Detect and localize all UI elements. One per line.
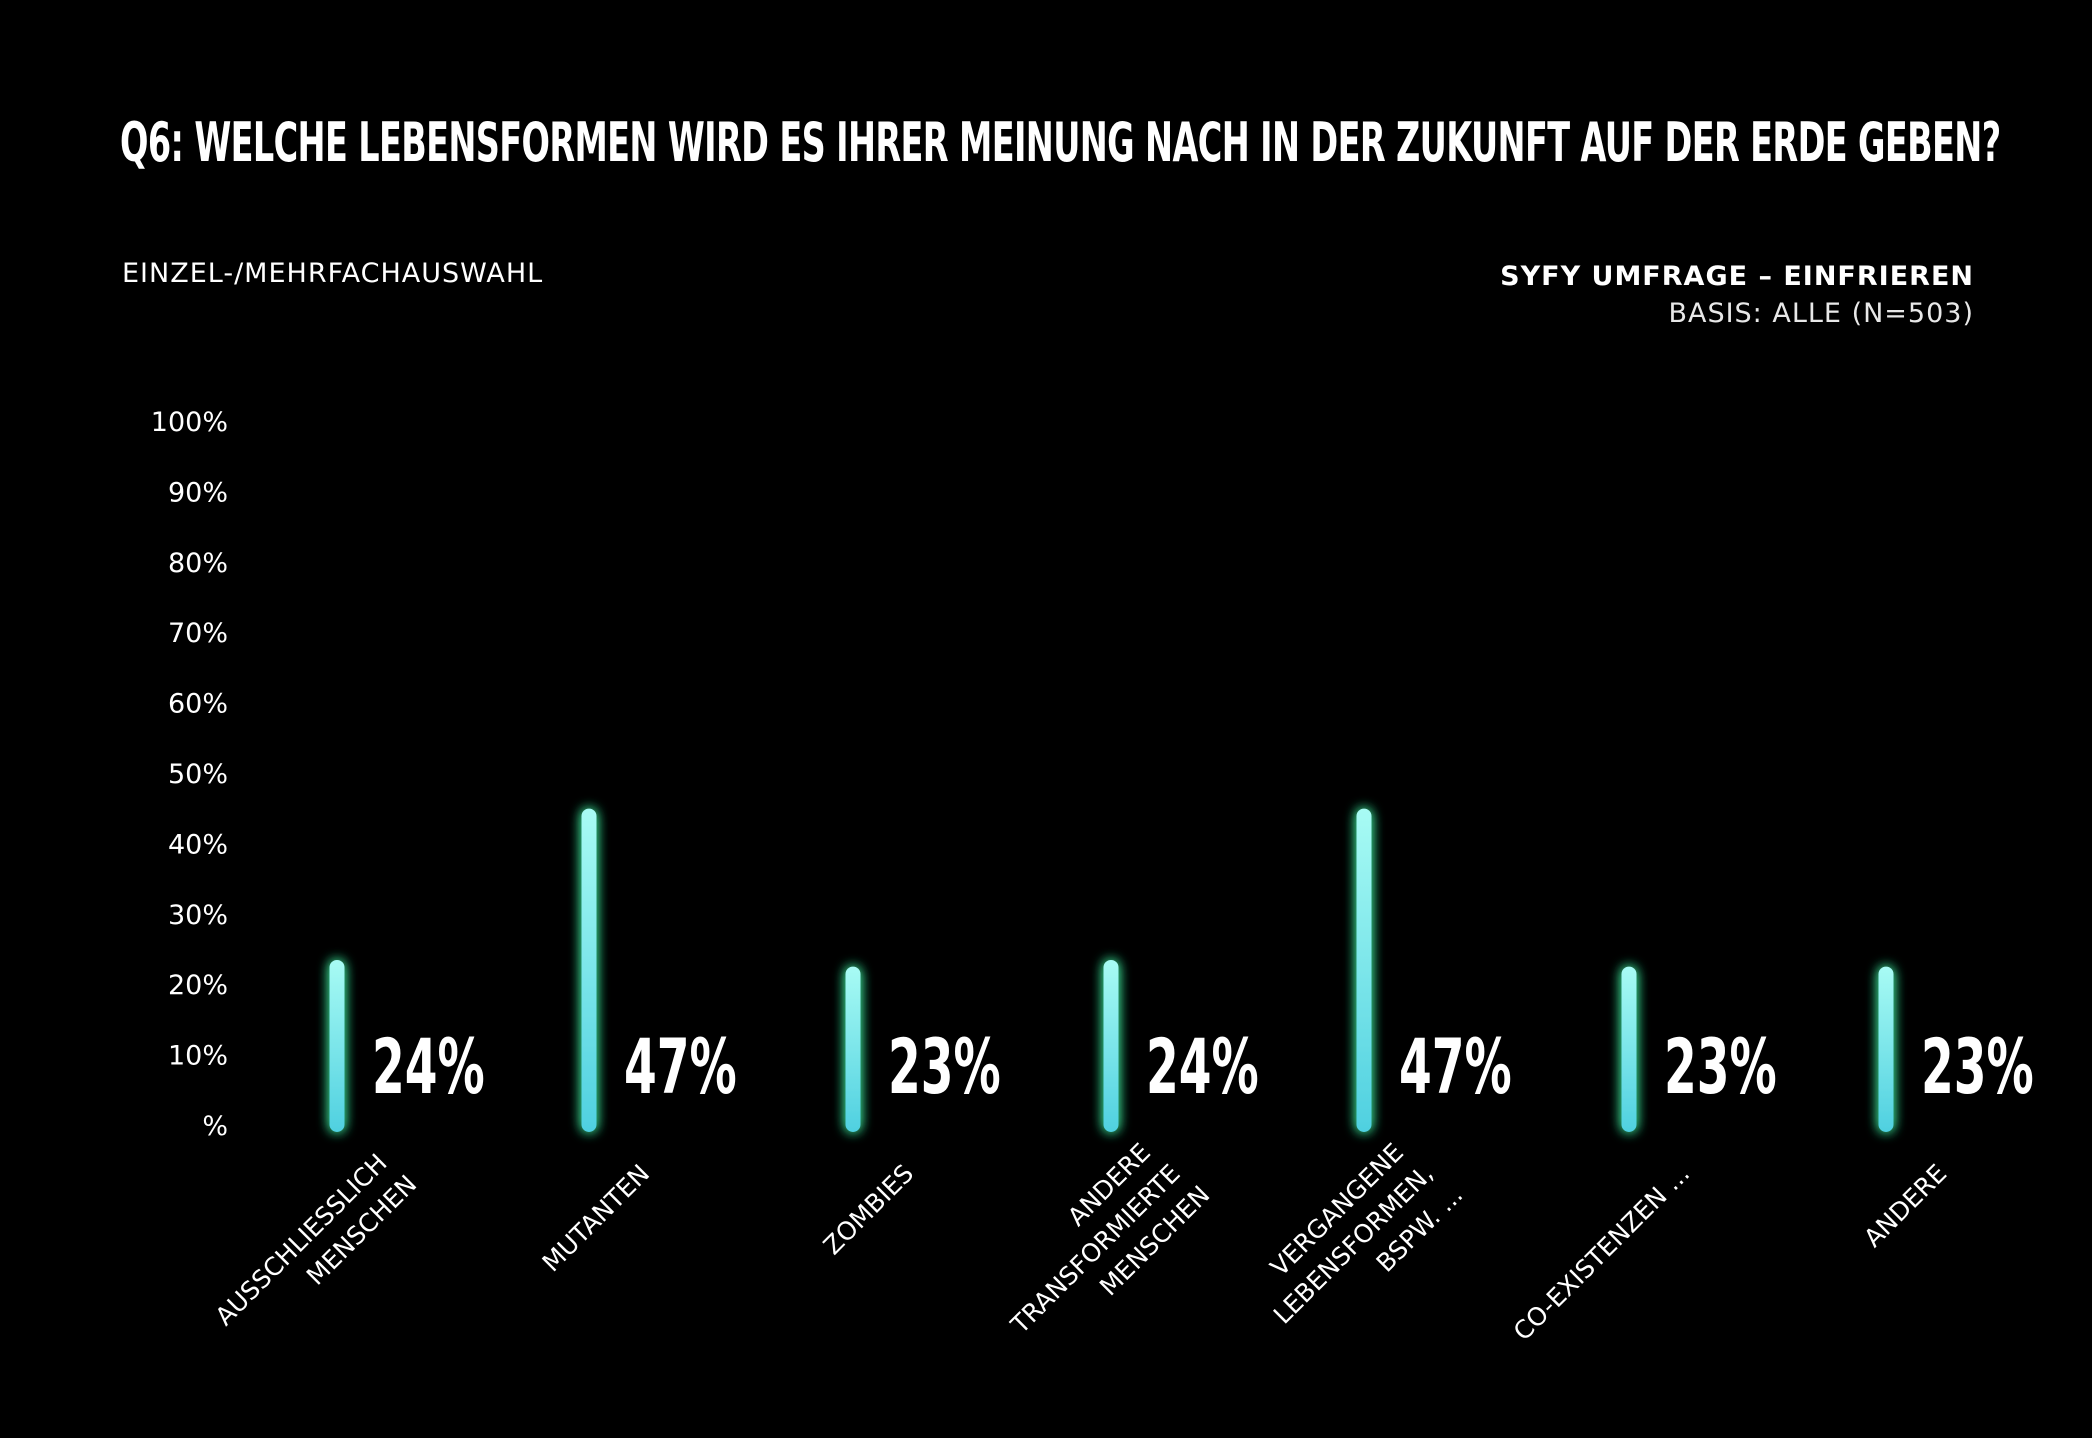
selection-type-note: EINZEL-/MEHRFACHAUSWAHL	[122, 258, 544, 289]
category-label: ANDERE	[1858, 1159, 1952, 1253]
y-tick-label: 60%	[168, 689, 228, 720]
bar-value-label: 24%	[1146, 1022, 1259, 1111]
y-tick-label: 80%	[168, 548, 228, 579]
bar	[581, 808, 597, 1132]
category-label-line: CO-EXISTENZEN ...	[1508, 1159, 1696, 1347]
bar	[1878, 966, 1894, 1132]
bar	[845, 966, 861, 1132]
category-label: VERGANGENELEBENSFORMEN,BSPW. ...	[1265, 1138, 1469, 1330]
bar	[329, 959, 345, 1132]
category-label: MUTANTEN	[537, 1159, 656, 1278]
y-tick-label: 70%	[168, 618, 228, 649]
y-tick-label: 40%	[168, 829, 228, 860]
category-label: ZOMBIES	[818, 1159, 920, 1261]
bar-value-label: 23%	[1664, 1022, 1777, 1111]
sample-base: BASIS: ALLE (N=503)	[1668, 298, 1974, 329]
source-block: SYFY UMFRAGE – EINFRIEREN BASIS: ALLE (N…	[1500, 258, 1974, 332]
category-label-line: ZOMBIES	[818, 1159, 920, 1261]
bar-value-label: 23%	[1921, 1022, 2034, 1111]
source-name: SYFY UMFRAGE – EINFRIEREN	[1500, 261, 1974, 292]
y-tick-label: 50%	[168, 759, 228, 790]
bar	[1103, 959, 1119, 1132]
bar	[1621, 966, 1637, 1132]
y-tick-label: 10%	[168, 1041, 228, 1072]
bars-group	[329, 808, 1894, 1132]
bar	[1356, 808, 1372, 1132]
y-tick-label: 100%	[151, 407, 228, 438]
category-label-line: ANDERE	[1858, 1159, 1952, 1253]
category-label: CO-EXISTENZEN ...	[1508, 1159, 1696, 1347]
value-labels-group: 24% 47% 23% 24% 47% 23% 23%	[372, 1022, 2034, 1111]
y-tick-label: %	[202, 1111, 228, 1142]
y-tick-label: 90%	[168, 477, 228, 508]
y-tick-label: 30%	[168, 900, 228, 931]
bar-value-label: 47%	[624, 1022, 737, 1111]
bar-value-label: 23%	[888, 1022, 1001, 1111]
y-axis: % 10% 20% 30% 40% 50% 60% 70% 80% 90% 100%	[151, 407, 228, 1142]
category-label-line: MUTANTEN	[537, 1159, 656, 1278]
y-tick-label: 20%	[168, 970, 228, 1001]
bar-value-label: 47%	[1399, 1022, 1512, 1111]
bar-value-label: 24%	[372, 1022, 485, 1111]
